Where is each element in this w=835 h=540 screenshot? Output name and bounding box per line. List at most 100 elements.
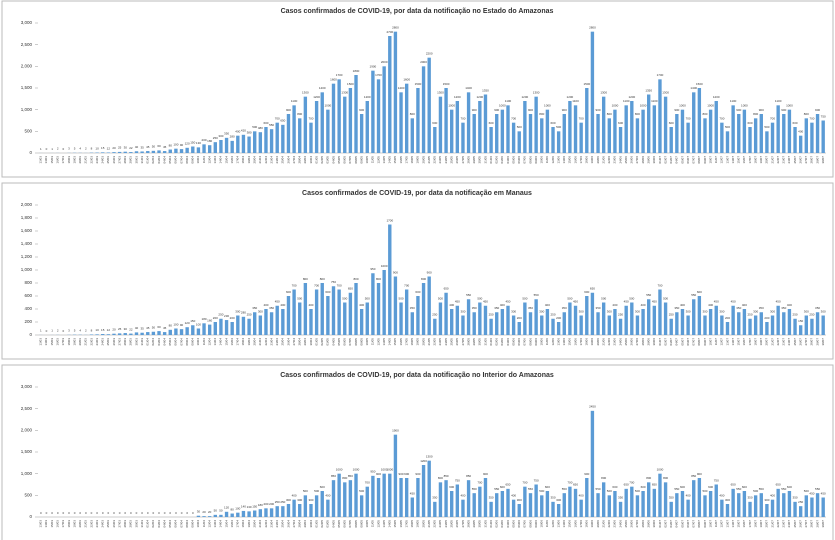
data-label: 400 xyxy=(579,493,584,497)
x-tick-label: 29/05 xyxy=(472,520,476,528)
x-tick-label: 25/03 xyxy=(106,338,110,346)
bar xyxy=(517,322,521,335)
data-label: 1350 xyxy=(645,88,652,92)
data-label: 25 xyxy=(118,327,122,331)
bar xyxy=(466,92,471,153)
data-label: 300 xyxy=(635,309,640,313)
data-label: 400 xyxy=(742,303,747,307)
bar xyxy=(782,312,786,335)
bar xyxy=(309,309,313,335)
bar xyxy=(770,315,775,335)
x-tick-label: 05/06 xyxy=(511,520,515,528)
data-label: 1300 xyxy=(600,90,607,94)
x-tick-label: 24/03 xyxy=(101,520,105,528)
y-tick-label: 0 xyxy=(29,332,32,337)
data-label: 45 xyxy=(163,145,167,149)
bar xyxy=(815,114,820,153)
x-tick-label: 20/04 xyxy=(252,156,256,164)
data-label: 250 xyxy=(748,313,753,317)
data-label: 180 xyxy=(207,139,212,143)
bar xyxy=(236,512,240,517)
x-tick-label: 30/07 xyxy=(821,520,825,528)
x-tick-label: 02/06 xyxy=(495,338,499,346)
panel-border xyxy=(1,182,834,360)
bar xyxy=(523,486,527,517)
x-tick-label: 24/03 xyxy=(101,338,105,346)
bar xyxy=(404,83,409,153)
x-tick-label: 14/05 xyxy=(388,156,392,164)
bar xyxy=(720,122,724,153)
bar xyxy=(647,94,651,153)
x-tick-label: 21/05 xyxy=(427,338,431,346)
x-tick-label: 03/07 xyxy=(669,156,673,164)
x-tick-label: 25/04 xyxy=(281,156,285,164)
x-tick-label: 18/03 xyxy=(67,520,71,528)
bar xyxy=(630,101,634,153)
bar xyxy=(528,493,533,517)
x-tick-label: 19/03 xyxy=(72,520,76,528)
data-label: 230 xyxy=(224,314,229,318)
x-tick-label: 13/03 xyxy=(39,520,43,528)
data-label: 300 xyxy=(686,309,691,313)
x-tick-label: 18/04 xyxy=(241,156,245,164)
bar xyxy=(680,491,685,517)
data-label: 50 xyxy=(214,509,218,513)
bar xyxy=(782,114,786,153)
data-label: 900 xyxy=(781,108,786,112)
data-label: 500 xyxy=(764,125,769,129)
x-tick-label: 19/05 xyxy=(416,520,420,528)
bar xyxy=(782,493,786,517)
data-label: 900 xyxy=(359,108,364,112)
data-label: 1000 xyxy=(612,103,619,107)
bar xyxy=(737,114,741,153)
bar xyxy=(196,147,201,153)
bar xyxy=(821,315,825,335)
bar xyxy=(337,473,341,517)
data-label: 350 xyxy=(528,306,533,310)
x-tick-label: 07/05 xyxy=(348,338,352,346)
data-label: 280 xyxy=(230,135,235,139)
bar xyxy=(298,118,302,153)
bar xyxy=(146,332,150,335)
x-tick-label: 18/03 xyxy=(67,338,71,346)
y-tick-label: 1,000 xyxy=(21,471,33,476)
bar xyxy=(466,299,471,335)
bar xyxy=(309,122,313,153)
x-tick-label: 05/04 xyxy=(168,156,172,164)
bar xyxy=(337,289,341,335)
data-label: 600 xyxy=(680,485,685,489)
x-tick-label: 20/06 xyxy=(596,156,600,164)
bar xyxy=(450,491,454,517)
bar xyxy=(179,149,184,153)
bar xyxy=(680,309,685,335)
data-label: 1500 xyxy=(443,82,450,86)
bar xyxy=(607,315,611,335)
data-label: 900 xyxy=(759,108,764,112)
data-label: 200 xyxy=(230,316,235,320)
data-label: 80 xyxy=(169,143,173,147)
bar xyxy=(579,315,583,335)
x-tick-label: 27/06 xyxy=(635,338,639,346)
bar xyxy=(618,501,623,517)
bar xyxy=(162,332,167,335)
data-label: 300 xyxy=(725,498,730,502)
x-tick-label: 09/04 xyxy=(191,156,195,164)
data-label: 400 xyxy=(708,303,713,307)
data-label: 20 xyxy=(202,510,206,514)
data-label: 1200 xyxy=(420,459,427,463)
bar xyxy=(568,486,572,517)
bar xyxy=(675,114,679,153)
data-label: 800 xyxy=(646,476,651,480)
x-tick-label: 17/03 xyxy=(61,520,65,528)
data-label: 900 xyxy=(393,270,398,274)
bar xyxy=(523,302,527,335)
bar xyxy=(281,309,285,335)
x-tick-label: 30/03 xyxy=(134,338,138,346)
data-label: 160 xyxy=(207,318,212,322)
data-label: 120 xyxy=(185,321,190,325)
data-label: 350 xyxy=(494,306,499,310)
data-label: 500 xyxy=(303,489,308,493)
bar xyxy=(731,488,735,517)
x-tick-label: 30/04 xyxy=(309,520,313,528)
